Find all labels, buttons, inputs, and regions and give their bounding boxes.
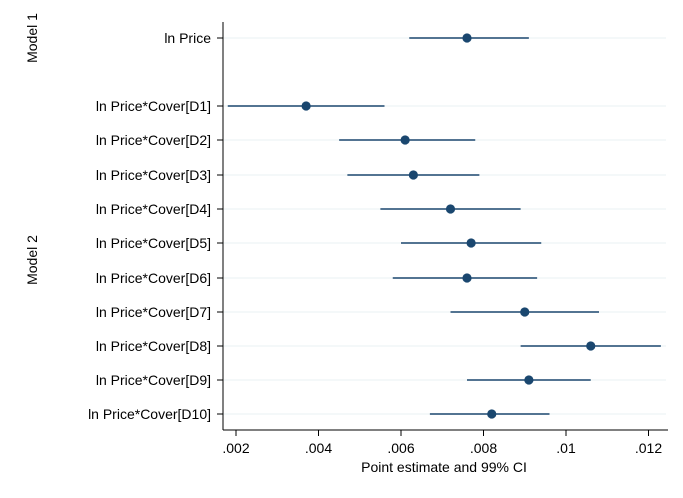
point-estimate bbox=[466, 238, 476, 248]
point-estimate bbox=[301, 101, 311, 111]
x-tick-label: .01 bbox=[556, 440, 576, 456]
row-label: ln Price*Cover[D8] bbox=[96, 338, 211, 354]
row-label: ln Price*Cover[D1] bbox=[96, 98, 211, 114]
row-label: ln Price*Cover[D4] bbox=[96, 201, 211, 217]
point-estimate bbox=[408, 170, 418, 180]
row-label: ln Price*Cover[D2] bbox=[96, 132, 211, 148]
x-axis-title: Point estimate and 99% CI bbox=[361, 459, 527, 475]
x-tick-label: .008 bbox=[470, 440, 497, 456]
row-label: ln Price*Cover[D6] bbox=[96, 270, 211, 286]
point-estimate bbox=[462, 33, 472, 43]
confidence-intervals bbox=[227, 37, 661, 415]
x-tick-label: .004 bbox=[305, 440, 332, 456]
x-tick-label: .012 bbox=[635, 440, 662, 456]
row-label: ln Price*Cover[D5] bbox=[96, 235, 211, 251]
point-estimate bbox=[520, 307, 530, 317]
row-label: ln Price*Cover[D9] bbox=[96, 372, 211, 388]
row-label: ln Price*Cover[D3] bbox=[96, 167, 211, 183]
row-label: ln Price*Cover[D10] bbox=[88, 406, 211, 422]
point-estimates bbox=[301, 33, 596, 419]
point-estimate bbox=[400, 135, 410, 145]
point-estimate bbox=[487, 409, 497, 419]
point-estimate bbox=[462, 273, 472, 283]
x-tick-label: .002 bbox=[222, 440, 249, 456]
group-label: Model 1 bbox=[24, 13, 40, 63]
x-tick-label: .006 bbox=[387, 440, 414, 456]
grid-lines bbox=[223, 37, 666, 415]
x-axis-ticks: .002 .004 .006 .008 .01 .012 bbox=[222, 430, 662, 456]
point-estimate bbox=[586, 341, 596, 351]
group-labels: Model 1 Model 2 bbox=[24, 13, 40, 285]
axes bbox=[222, 22, 668, 431]
point-estimate bbox=[445, 204, 456, 214]
row-label: ln Price bbox=[164, 30, 211, 46]
point-estimate bbox=[524, 375, 534, 385]
y-axis-labels: ln Price ln Price*Cover[D1] ln Price*Cover… bbox=[88, 30, 223, 422]
group-label: Model 2 bbox=[24, 235, 40, 285]
row-label: ln Price*Cover[D7] bbox=[96, 304, 211, 320]
